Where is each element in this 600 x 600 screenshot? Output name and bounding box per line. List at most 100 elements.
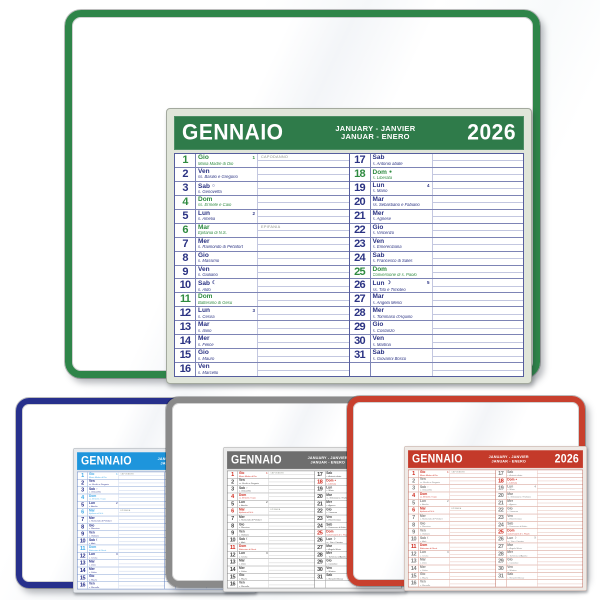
day-number: 19 xyxy=(350,181,371,195)
saint-name: s. Felice xyxy=(89,571,97,574)
translations-line2: JANUAR - ENERO xyxy=(491,458,526,464)
day-cell: Mar Epifania di N.S. xyxy=(88,508,119,516)
day-number: 8 xyxy=(175,251,196,265)
day-name-line: Gio xyxy=(507,507,537,510)
notes-area xyxy=(258,349,349,362)
day-row-holiday: 4 Dom ss. Ermete e Caio xyxy=(77,494,165,502)
day-name-line: Sab xyxy=(373,349,432,357)
day-name: Gio xyxy=(372,321,384,329)
notes-writing-line xyxy=(537,495,583,497)
day-number: 30 xyxy=(496,565,507,573)
calendar-sheet-red: GENNAIO JANUARY - JANVIER JANUAR - ENERO 20… xyxy=(404,446,587,592)
saint-name: s. Amelia xyxy=(239,504,248,507)
moon-phase-icon: ○ xyxy=(211,182,215,189)
day-name: Lun xyxy=(198,307,210,315)
notes-writing-line xyxy=(119,512,165,513)
day-row-holiday: 6 Mar Epifania di N.S. EPIFANIA xyxy=(227,507,315,516)
day-number: 17 xyxy=(315,471,326,478)
saint-name: s. Ilario xyxy=(198,328,212,333)
day-cell: Gio s. Mauro xyxy=(196,349,258,363)
notes-writing-line xyxy=(537,488,583,489)
notes-area xyxy=(269,581,315,588)
day-name-line: Dom xyxy=(420,492,450,496)
day-number: 9 xyxy=(409,528,419,536)
notes-writing-line xyxy=(119,497,165,499)
day-name-line: Dom xyxy=(239,545,269,548)
day-name: Ven xyxy=(507,514,514,518)
day-row: 2 Ven ss. Basilio e Gregorio xyxy=(227,478,315,486)
notes-area xyxy=(432,266,523,279)
day-number: 23 xyxy=(496,514,507,521)
notes-writing-line xyxy=(450,583,496,584)
day-name: Ven xyxy=(420,528,426,533)
day-number xyxy=(315,581,326,588)
day-number: 11 xyxy=(175,293,196,307)
day-name: Lun xyxy=(326,537,333,542)
calendar-column-left: 1 Gio Maria Madre di Dio 1 CAPODANNO 2 Ven ss. … xyxy=(227,471,315,588)
notes-writing-line xyxy=(432,230,523,232)
notes-writing-line xyxy=(432,299,523,301)
notes-writing-line xyxy=(258,244,349,246)
calendar-column-left: 1 Gio Maria Madre di Dio 1 CAPODANNO 2 Ven ss. … xyxy=(77,472,165,589)
day-name-line: Ven xyxy=(507,565,537,569)
day-number: 14 xyxy=(175,335,196,349)
day-name: Dom xyxy=(507,478,515,482)
saint-name: s. Liberata xyxy=(372,176,393,181)
day-cell: Ven s. Giuliano xyxy=(88,530,119,538)
day-name: Ven xyxy=(326,515,333,519)
day-name: Dom xyxy=(507,528,515,533)
day-cell: Ven s. Marcello xyxy=(238,581,269,588)
notes-area xyxy=(258,238,349,251)
day-cell: Mar s. Ilario xyxy=(196,321,258,335)
day-number: 17 xyxy=(496,470,507,477)
day-number: 4 xyxy=(409,492,419,499)
notes-writing-line xyxy=(450,480,496,482)
saint-name: s. Giovanni Bosco xyxy=(372,356,407,361)
day-name: Sab xyxy=(372,154,385,161)
day-row-holiday: 1 Gio Maria Madre di Dio 1 CAPODANNO xyxy=(77,472,165,480)
moon-phase-icon: ○ xyxy=(95,487,98,491)
day-number: 24 xyxy=(315,522,326,530)
notes-area xyxy=(432,210,523,223)
week-number: 3 xyxy=(266,552,268,555)
day-name-line: Sab xyxy=(372,154,432,162)
translations-line1: JANUARY - JANVIER xyxy=(307,455,348,460)
day-row: 5 Lun s. Amelia 2 xyxy=(408,499,496,507)
day-name-line: Sab☾ xyxy=(239,538,269,542)
day-number: 8 xyxy=(228,522,238,530)
saint-name: Conversione di s. Paolo xyxy=(507,532,530,535)
day-name: Dom xyxy=(198,195,213,203)
saint-name: Epifania di N.S. xyxy=(239,511,254,514)
day-row-holiday: 1 Gio Maria Madre di Dio 1 CAPODANNO xyxy=(175,154,349,168)
day-number: 10 xyxy=(175,279,196,293)
notes-writing-line xyxy=(537,502,583,504)
day-number: 21 xyxy=(350,209,371,223)
day-name: Mar xyxy=(198,321,210,329)
notes-writing-line xyxy=(269,577,315,578)
translations-line1: JANUARY - JANVIER xyxy=(335,123,416,133)
day-name-line: Mar xyxy=(198,322,257,329)
day-name-line: Dom xyxy=(420,544,450,547)
notes-area: CAPODANNO xyxy=(269,471,315,478)
day-cell: Gio s. Mauro xyxy=(238,573,269,581)
day-name-line: Mar xyxy=(326,545,356,548)
notes-area xyxy=(432,168,523,181)
notes-area xyxy=(119,516,165,523)
day-number: 8 xyxy=(409,521,419,529)
notes-writing-line xyxy=(450,568,496,570)
saint-name: s. Felice xyxy=(239,570,247,573)
day-cell: Lun s. Amelia 2 xyxy=(196,209,258,223)
saint-name: s. Raimondo di Peñafort xyxy=(198,245,243,250)
